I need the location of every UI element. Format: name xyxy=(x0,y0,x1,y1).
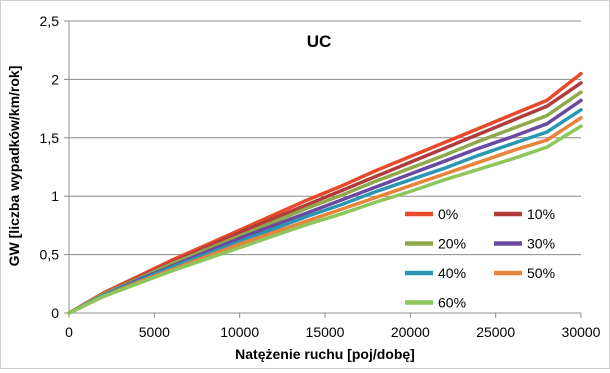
legend: 0% 10% 20% 30% 40% 50% 60% xyxy=(405,206,555,311)
legend-label: 0% xyxy=(438,206,458,222)
y-tick-label: 0 xyxy=(51,305,59,321)
legend-label: 30% xyxy=(527,236,555,252)
y-axis-title: GW [liczba wypadków/km/rok] xyxy=(6,66,22,267)
legend-label: 60% xyxy=(438,295,466,311)
x-tick-label: 30000 xyxy=(562,324,601,340)
x-tick-label: 5000 xyxy=(139,324,170,340)
x-tick-label: 15000 xyxy=(306,324,345,340)
x-axis-title: Natężenie ruchu [poj/dobę] xyxy=(235,346,415,362)
x-tick-label: 0 xyxy=(65,324,73,340)
x-tick-labels: 0 5000 10000 15000 20000 25000 30000 xyxy=(65,313,601,340)
x-tick-label: 10000 xyxy=(220,324,259,340)
y-tick-label: 1,5 xyxy=(40,130,60,146)
y-tick-label: 1 xyxy=(51,188,59,204)
y-tick-labels: 0 0,5 1 1,5 2 2,5 xyxy=(40,13,69,321)
legend-label: 20% xyxy=(438,236,466,252)
series-line-60pct xyxy=(67,124,583,315)
y-tick-label: 0,5 xyxy=(40,247,60,263)
axes xyxy=(68,21,581,314)
y-tick-label: 2,5 xyxy=(40,13,60,29)
legend-label: 10% xyxy=(527,206,555,222)
x-tick-label: 20000 xyxy=(391,324,430,340)
y-tick-label: 2 xyxy=(51,71,59,87)
chart-title: UC xyxy=(307,32,332,51)
grid-lines xyxy=(69,20,581,256)
x-tick-label: 25000 xyxy=(476,324,515,340)
legend-label: 50% xyxy=(527,265,555,281)
series-lines xyxy=(67,71,583,315)
legend-label: 40% xyxy=(438,265,466,281)
